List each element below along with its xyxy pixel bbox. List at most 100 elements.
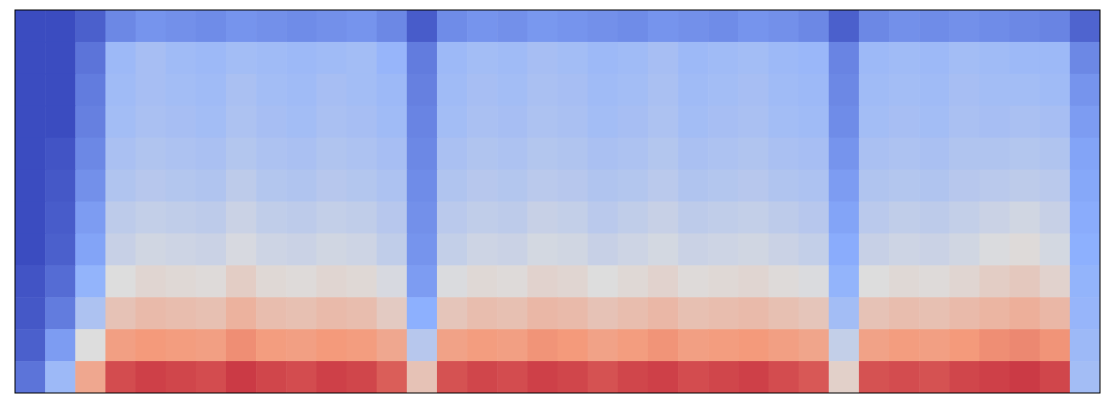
cell — [648, 329, 679, 362]
cell — [558, 297, 589, 330]
cell — [859, 361, 890, 393]
cell — [708, 42, 739, 75]
cell — [527, 138, 558, 171]
cell — [75, 233, 106, 266]
cell — [1010, 265, 1041, 298]
cell — [919, 329, 950, 362]
cell — [15, 265, 46, 298]
cell — [1070, 170, 1100, 203]
cell — [467, 361, 498, 393]
cell — [226, 297, 257, 330]
cell — [829, 329, 860, 362]
cell — [196, 74, 227, 107]
cell — [799, 106, 830, 139]
cell — [889, 265, 920, 298]
cell — [105, 10, 136, 43]
cell — [136, 361, 167, 393]
cell — [286, 265, 317, 298]
cell — [738, 233, 769, 266]
cell — [558, 202, 589, 235]
cell — [919, 138, 950, 171]
cell — [648, 170, 679, 203]
cell — [527, 297, 558, 330]
cell — [497, 138, 528, 171]
cell — [768, 233, 799, 266]
cell — [377, 74, 408, 107]
cell — [678, 106, 709, 139]
cell — [919, 361, 950, 393]
cell — [15, 170, 46, 203]
cell — [1070, 329, 1100, 362]
cell — [105, 265, 136, 298]
cell — [467, 138, 498, 171]
cell — [467, 233, 498, 266]
cell — [738, 297, 769, 330]
cell — [105, 138, 136, 171]
cell — [75, 74, 106, 107]
cell — [588, 74, 619, 107]
cell — [196, 233, 227, 266]
cell — [618, 10, 649, 43]
cell — [558, 10, 589, 43]
cell — [166, 74, 197, 107]
cell — [768, 10, 799, 43]
cell — [949, 361, 980, 393]
cell — [768, 329, 799, 362]
cell — [45, 138, 76, 171]
cell — [377, 138, 408, 171]
cell — [1070, 10, 1100, 43]
cell — [1040, 297, 1071, 330]
cell — [347, 10, 378, 43]
cell — [1010, 10, 1041, 43]
cell — [979, 329, 1010, 362]
cell — [437, 361, 468, 393]
cell — [15, 233, 46, 266]
cell — [15, 361, 46, 393]
cell — [166, 361, 197, 393]
cell — [618, 329, 649, 362]
cell — [75, 297, 106, 330]
cell — [196, 202, 227, 235]
cell — [708, 138, 739, 171]
cell — [558, 138, 589, 171]
cell — [979, 297, 1010, 330]
cell — [437, 138, 468, 171]
cell — [105, 297, 136, 330]
cell — [196, 10, 227, 43]
cell — [105, 74, 136, 107]
cell — [799, 42, 830, 75]
cell — [859, 233, 890, 266]
cell — [166, 106, 197, 139]
cell — [1070, 138, 1100, 171]
cell — [648, 74, 679, 107]
cell — [829, 361, 860, 393]
cell — [618, 265, 649, 298]
cell — [919, 297, 950, 330]
cell — [166, 170, 197, 203]
cell — [136, 202, 167, 235]
cell — [1070, 233, 1100, 266]
cell — [859, 265, 890, 298]
cell — [166, 202, 197, 235]
cell — [859, 106, 890, 139]
cell — [1040, 202, 1071, 235]
cell — [377, 10, 408, 43]
cell — [15, 202, 46, 235]
cell — [286, 329, 317, 362]
cell — [829, 233, 860, 266]
cell — [1010, 106, 1041, 139]
cell — [196, 42, 227, 75]
cell — [75, 329, 106, 362]
cell — [829, 202, 860, 235]
cell — [467, 170, 498, 203]
cell — [648, 138, 679, 171]
cell — [919, 74, 950, 107]
cell — [256, 10, 287, 43]
cell — [377, 297, 408, 330]
cell — [316, 361, 347, 393]
cell — [829, 170, 860, 203]
cell — [738, 74, 769, 107]
cell — [648, 42, 679, 75]
cell — [708, 265, 739, 298]
cell — [979, 106, 1010, 139]
